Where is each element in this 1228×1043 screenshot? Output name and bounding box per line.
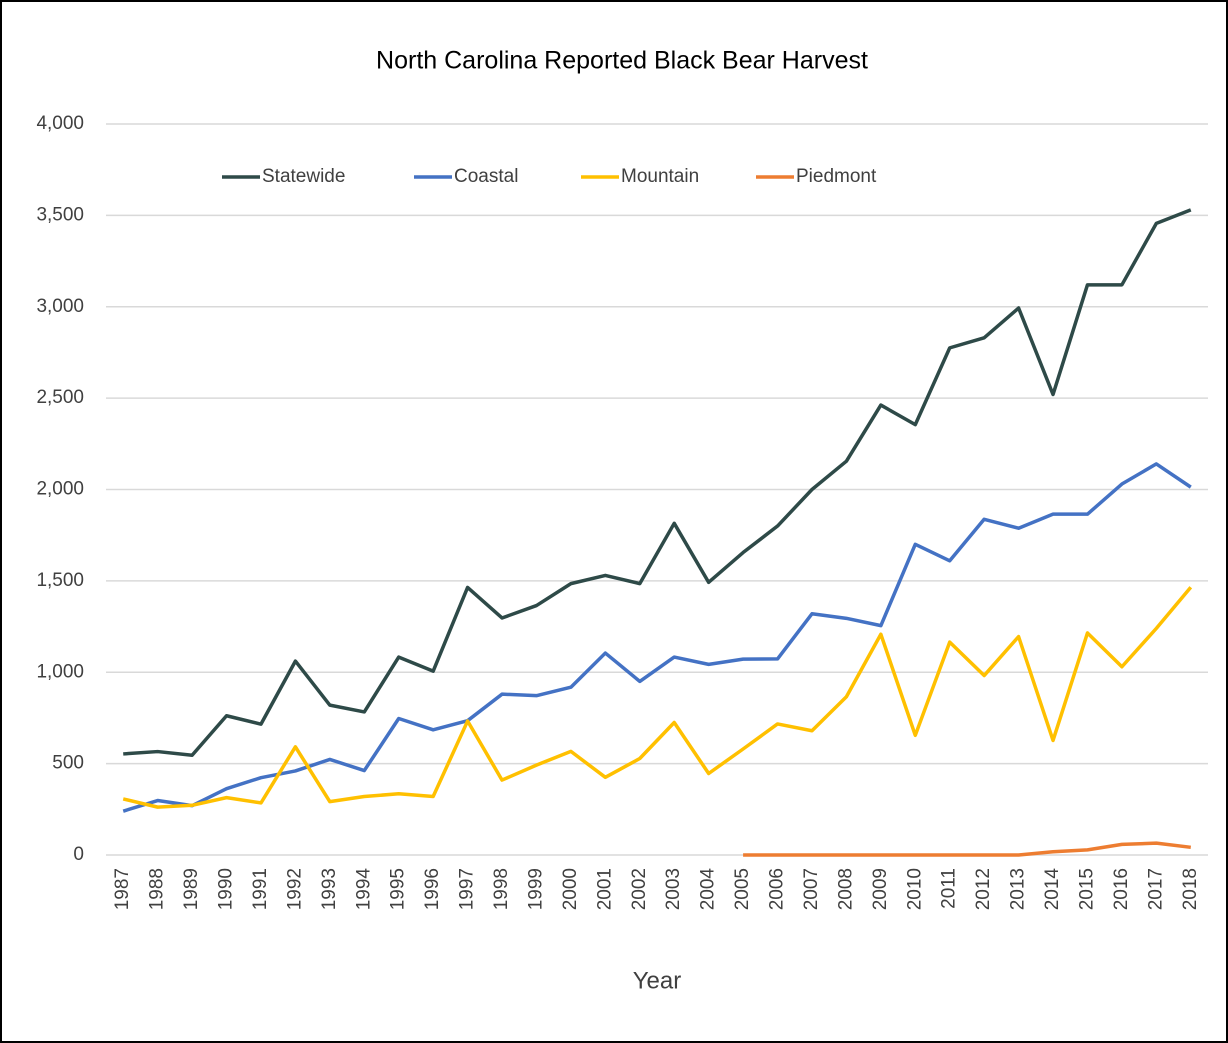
x-tick-label: 2010 [904, 868, 925, 910]
x-tick-label: 2002 [629, 868, 650, 910]
y-tick-label: 4,000 [36, 113, 84, 134]
x-tick-label: 1990 [216, 868, 237, 910]
x-tick-label: 2004 [698, 868, 719, 911]
y-tick-label: 2,000 [36, 479, 84, 500]
x-tick-label: 2005 [732, 868, 753, 910]
series-line [122, 586, 1193, 809]
x-tick-label: 1998 [491, 868, 512, 910]
x-tick-label: 2006 [767, 868, 788, 910]
y-tick-label: 3,000 [36, 296, 84, 317]
y-tick-label: 1,500 [36, 570, 84, 591]
legend-label: Piedmont [796, 166, 877, 187]
x-tick-label: 1996 [422, 868, 443, 910]
x-tick-label: 1989 [181, 868, 202, 910]
x-tick-label: 2011 [939, 868, 960, 909]
x-tick-label: 1995 [388, 868, 409, 910]
x-axis-label: Year [633, 967, 682, 994]
x-tick-label: 2016 [1111, 868, 1132, 910]
x-tick-label: 1997 [457, 868, 478, 910]
x-tick-label: 1992 [284, 868, 305, 910]
series-line [123, 208, 1192, 757]
x-tick-label: 2001 [594, 868, 615, 910]
legend-label: Coastal [454, 166, 518, 187]
x-tick-label: 1988 [147, 868, 168, 910]
x-tick-label: 2017 [1145, 868, 1166, 910]
x-tick-label: 1994 [353, 868, 374, 911]
legend-label: Statewide [262, 166, 345, 187]
x-tick-label: 2014 [1042, 868, 1063, 911]
x-tick-label: 2012 [973, 868, 994, 910]
series-line [122, 462, 1192, 813]
x-tick-label: 2000 [560, 868, 581, 910]
y-tick-label: 500 [52, 753, 84, 774]
y-tick-label: 3,500 [36, 204, 84, 225]
x-tick-label: 2009 [870, 868, 891, 910]
x-tick-label: 1991 [250, 868, 271, 910]
x-tick-label: 1993 [319, 868, 340, 910]
x-tick-label: 1987 [112, 868, 133, 910]
legend-label: Mountain [621, 166, 699, 187]
x-tick-label: 2015 [1076, 868, 1097, 910]
series-line [743, 841, 1191, 857]
x-tick-label: 1999 [525, 868, 546, 910]
x-tick-label: 2003 [663, 868, 684, 910]
y-tick-label: 2,500 [36, 387, 84, 408]
x-tick-label: 2007 [801, 868, 822, 910]
x-tick-label: 2018 [1180, 868, 1201, 910]
x-tick-label: 2013 [1008, 868, 1029, 910]
x-tick-label: 2008 [835, 868, 856, 910]
y-tick-label: 1,000 [36, 661, 84, 682]
y-tick-label: 0 [73, 844, 84, 865]
chart-title: North Carolina Reported Black Bear Harve… [376, 47, 868, 75]
